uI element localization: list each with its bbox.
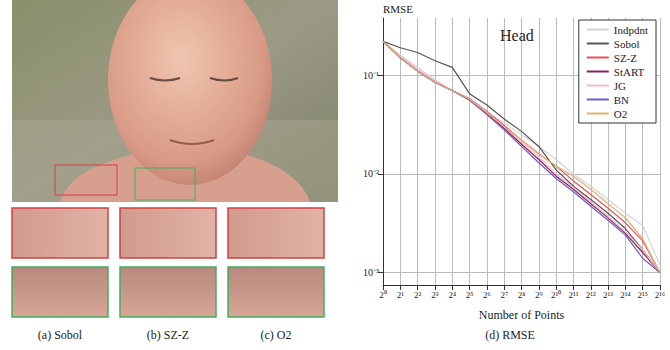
- html-text:(b) SZ-Z: (b) SZ-Z: [146, 328, 190, 342]
- svg-text:2¹³: 2¹³: [603, 290, 613, 300]
- svg-text:2¹⁰: 2¹⁰: [551, 290, 561, 300]
- svg-text:RMSE: RMSE: [383, 3, 413, 15]
- svg-text:2¹¹: 2¹¹: [568, 290, 578, 300]
- svg-text:2⁶: 2⁶: [483, 290, 491, 300]
- svg-text:10⁻³: 10⁻³: [363, 267, 379, 278]
- html-text:(d) RMSE: (d) RMSE: [485, 328, 535, 342]
- svg-text:StART: StART: [614, 66, 645, 78]
- svg-text:2¹: 2¹: [397, 290, 405, 300]
- svg-text:Number of Points: Number of Points: [479, 308, 565, 322]
- svg-text:2¹⁶: 2¹⁶: [655, 290, 665, 300]
- svg-text:2⁴: 2⁴: [448, 290, 456, 300]
- svg-text:2³: 2³: [431, 290, 439, 300]
- svg-text:Sobol: Sobol: [614, 38, 640, 50]
- svg-text:2¹⁵: 2¹⁵: [638, 290, 648, 300]
- svg-text:2⁹: 2⁹: [535, 290, 543, 300]
- svg-text:JG: JG: [614, 80, 626, 92]
- svg-text:2²: 2²: [414, 290, 422, 300]
- svg-text:2¹²: 2¹²: [586, 290, 596, 300]
- svg-text:BN: BN: [614, 94, 629, 106]
- svg-text:10⁻¹: 10⁻¹: [363, 70, 379, 81]
- svg-text:Indpdnt: Indpdnt: [614, 24, 648, 36]
- svg-text:2¹⁴: 2¹⁴: [620, 290, 630, 300]
- html-text:(a) Sobol: (a) Sobol: [37, 328, 83, 342]
- svg-text:Head: Head: [500, 27, 534, 44]
- svg-text:2⁷: 2⁷: [500, 290, 508, 300]
- svg-text:10⁻²: 10⁻²: [363, 168, 379, 179]
- svg-text:2⁰: 2⁰: [379, 290, 387, 300]
- svg-text:O2: O2: [614, 108, 627, 120]
- html-text:(c) O2: (c) O2: [260, 328, 292, 342]
- svg-text:2⁸: 2⁸: [518, 290, 526, 300]
- svg-text:SZ-Z: SZ-Z: [614, 52, 638, 64]
- svg-text:2⁵: 2⁵: [466, 290, 474, 300]
